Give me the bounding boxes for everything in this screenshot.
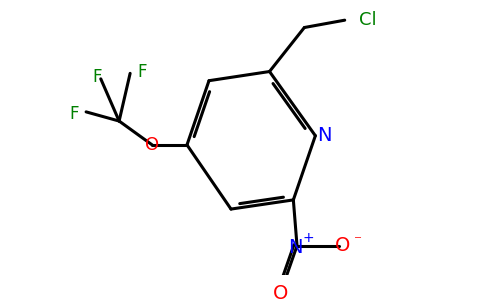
Text: +: +: [302, 231, 314, 245]
Text: O: O: [145, 136, 159, 154]
Text: F: F: [92, 68, 102, 86]
Text: N: N: [318, 126, 332, 145]
Text: F: F: [137, 62, 147, 80]
Text: N: N: [288, 238, 302, 257]
Text: F: F: [69, 105, 79, 123]
Text: O: O: [273, 284, 288, 300]
Text: -: -: [315, 237, 321, 255]
Text: O: O: [335, 236, 350, 255]
Text: ⁻: ⁻: [353, 233, 362, 248]
Text: Cl: Cl: [360, 11, 377, 29]
